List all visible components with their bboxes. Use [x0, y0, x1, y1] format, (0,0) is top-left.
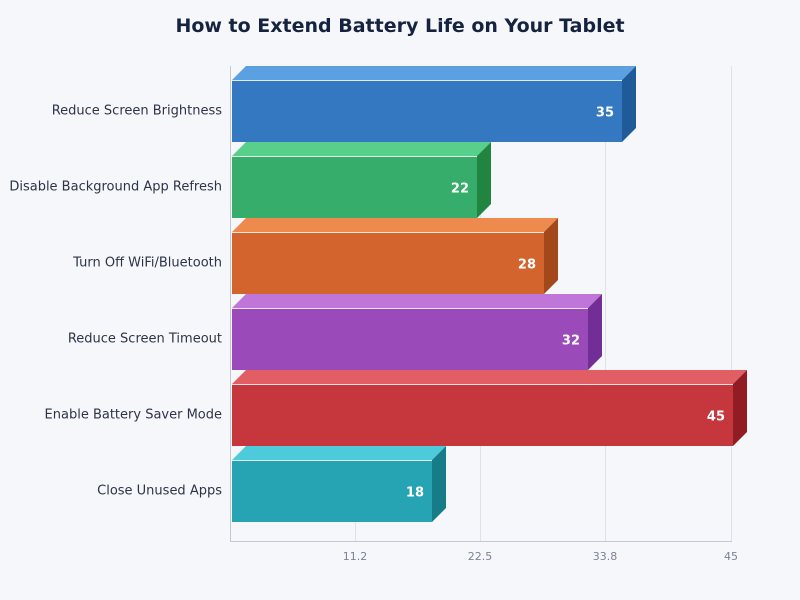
bar-front	[232, 156, 477, 218]
x-tick-label: 45	[724, 550, 738, 563]
bar-front	[232, 232, 544, 294]
bar-3d-faces	[232, 218, 558, 294]
bar-3d-faces	[232, 370, 747, 446]
bar-value-label: 28	[517, 257, 536, 273]
x-tick-label: 11.2	[342, 550, 368, 563]
category-label: Turn Off WiFi/Bluetooth	[73, 255, 222, 271]
bar: 35	[232, 66, 636, 142]
bar-value-label: 35	[595, 105, 614, 121]
x-tick-label: 33.8	[592, 550, 618, 563]
category-label: Enable Battery Saver Mode	[44, 407, 222, 423]
x-tick-label: 22.5	[467, 550, 493, 563]
category-label: Close Unused Apps	[97, 483, 222, 499]
category-label: Reduce Screen Timeout	[67, 331, 222, 347]
chart-title: How to Extend Battery Life on Your Table…	[175, 15, 625, 37]
bar: 28	[232, 218, 558, 294]
bar-front	[232, 384, 733, 446]
gridline	[605, 66, 606, 541]
bar-3d-faces	[232, 142, 491, 218]
bar: 18	[232, 446, 446, 522]
gridline	[731, 66, 732, 541]
category-label: Reduce Screen Brightness	[51, 103, 222, 119]
bar: 32	[232, 294, 602, 370]
bar-value-label: 45	[706, 409, 725, 425]
x-axis-line	[230, 541, 732, 542]
category-label: Disable Background App Refresh	[9, 179, 222, 195]
y-axis-line	[230, 66, 231, 542]
bar-value-label: 32	[561, 333, 580, 349]
bar-front	[232, 80, 622, 142]
bar-value-label: 22	[450, 181, 469, 197]
bar-3d-faces	[232, 294, 602, 370]
bar-value-label: 18	[405, 485, 424, 501]
bar-front	[232, 308, 588, 370]
bar-front	[232, 460, 432, 522]
bar: 45	[232, 370, 747, 446]
bar-3d-faces	[232, 66, 636, 142]
bar-3d-faces	[232, 446, 446, 522]
bar: 22	[232, 142, 491, 218]
